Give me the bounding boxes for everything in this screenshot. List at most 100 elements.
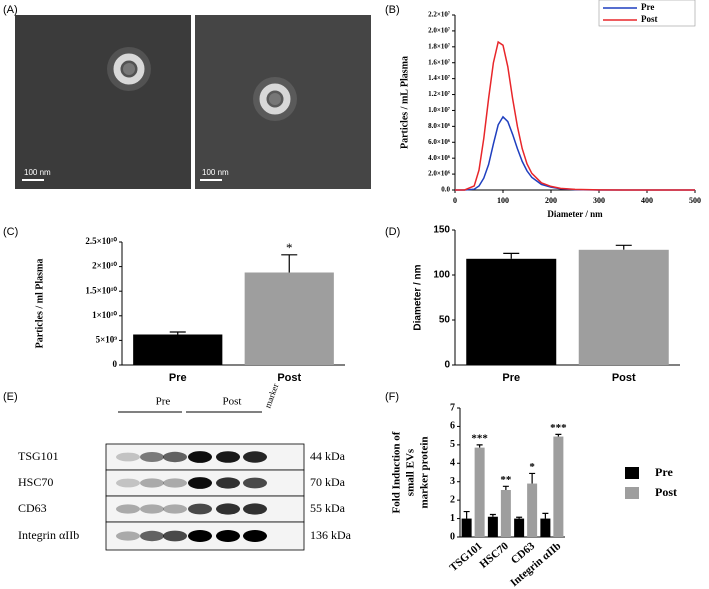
band [116,531,140,541]
y-axis-label: Diameter / nm [413,264,424,330]
y-tick-label: 3 [450,476,455,487]
legend-label: Pre [641,2,654,12]
scale-bar-label: 100 nm [202,168,229,177]
x-tick-label: HSC70 [477,540,511,571]
band [140,504,164,514]
y-tick-label: 1.4×10⁷ [428,74,450,82]
size-label: 136 kDa [310,528,352,542]
significance: *** [471,432,488,444]
protein-label: Integrin αIIb [18,528,79,542]
y-tick-label: 100 [433,270,450,281]
band [188,503,212,515]
panel-label: (A) [3,4,18,16]
band [188,477,212,489]
y-tick-label: 2.5×10¹⁰ [85,236,117,246]
y-tick-label: 4.0×10⁶ [428,154,450,162]
legend-box [598,0,696,27]
blot [105,443,305,551]
band [163,451,187,463]
size-label: 70 kDa [310,475,346,489]
bar [466,258,557,365]
y-axis-label: Fold Induction of [391,431,403,513]
band [163,530,187,542]
y-tick-label: 2 [450,494,455,505]
protein-label: HSC70 [18,475,53,489]
error-bar [503,252,520,259]
bar [461,518,472,537]
error-bar [169,331,186,335]
x-tick-label: 400 [641,196,653,205]
bar [578,249,669,365]
band [116,452,140,462]
bar [474,447,485,537]
band [116,478,140,488]
bar [514,518,525,537]
y-tick-label: 0 [444,360,450,371]
error-bar [502,485,509,491]
error-bar [463,510,470,519]
y-tick-label: 2.0×10⁷ [428,27,450,35]
y-tick-label: 2×10¹⁰ [92,261,117,271]
significance: * [286,240,293,255]
y-tick-label: 0 [113,359,118,369]
band [243,477,267,489]
error-bar [529,472,536,484]
panel-label: (F) [385,391,399,403]
error-bar [516,516,523,519]
error-bar [281,254,298,273]
y-tick-label: 1.8×10⁷ [428,42,450,50]
y-tick-label: 0.0 [441,186,450,194]
band [140,478,164,488]
group-label: Pre [156,396,171,408]
bar [553,436,564,537]
marker-label: marker [262,382,280,409]
y-tick-label: 50 [439,315,451,326]
y-tick-label: 150 [433,225,450,236]
y-tick-label: 5×10⁹ [96,334,118,344]
band [188,530,212,542]
y-tick-label: 1.0×10⁷ [428,106,450,114]
bar [500,490,511,537]
y-tick-label: 5 [450,439,455,450]
x-tick-label: 500 [689,196,701,205]
bar [133,334,223,365]
y-tick-label: 8.0×10⁶ [428,122,450,130]
error-bar [476,444,483,448]
band [140,452,164,462]
x-tick-label: Post [612,372,636,384]
band [163,504,187,514]
y-axis-label: Particles / ml Plasma [34,259,45,349]
x-tick-label: TSG101 [447,540,484,574]
x-axis-label: Diameter / nm [547,209,603,219]
significance: * [529,461,535,473]
error-bar [542,512,549,519]
micrograph [15,15,191,189]
line-series [455,115,695,191]
error-bar [615,244,632,250]
y-tick-label: 1×10¹⁰ [92,310,117,320]
y-tick-label: 2.0×10⁶ [428,170,450,178]
legend-label: Post [655,485,677,499]
y-tick-label: 6.0×10⁶ [428,138,450,146]
scale-bar-label: 100 nm [24,168,51,177]
legend-label: Pre [655,465,673,479]
band [163,478,187,488]
x-tick-label: Pre [169,372,187,384]
protein-label: CD63 [18,501,47,515]
bar [540,518,551,537]
x-tick-label: 300 [593,196,605,205]
legend-label: Post [641,14,658,24]
y-tick-label: 1 [450,513,455,524]
y-axis-label: marker protein [419,437,431,509]
x-tick-label: 0 [453,196,457,205]
panel-label: (C) [3,226,18,238]
y-tick-label: 7 [450,402,455,413]
significance: *** [550,422,567,434]
group-label: Post [223,396,242,408]
band [243,451,267,463]
error-bar [489,513,496,517]
y-axis-label: Particles / mL Plasma [399,56,410,149]
band [116,504,140,514]
y-tick-label: 0 [450,531,455,542]
